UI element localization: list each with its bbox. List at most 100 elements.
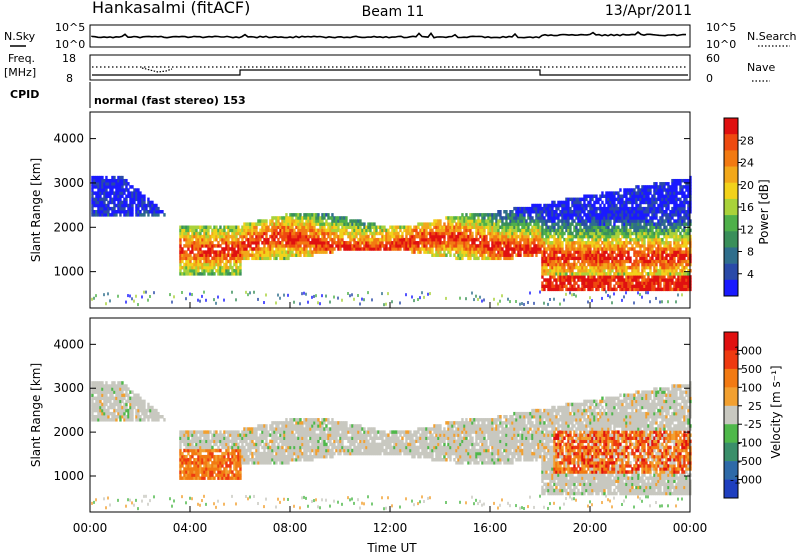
power-cell: [571, 213, 574, 217]
power-cell: [189, 265, 192, 270]
power-cell: [627, 281, 630, 285]
power-cell: [197, 237, 200, 242]
power-cell: [581, 244, 584, 248]
power-cell: [551, 256, 554, 261]
beam-title: Beam 11: [362, 4, 425, 20]
power-cell: [549, 287, 552, 292]
power-cell: [651, 194, 654, 198]
power-cell: [591, 241, 594, 245]
power-cell: [455, 256, 458, 261]
power-cell: [685, 216, 688, 220]
power-cell: [635, 272, 638, 276]
power-cell: [535, 213, 538, 217]
power-cell: [331, 222, 334, 226]
power-cell: [565, 213, 568, 217]
power-cell: [313, 250, 316, 254]
power-cell: [653, 265, 656, 270]
power-cell: [249, 244, 252, 248]
power-cell: [193, 265, 196, 270]
power-cell: [461, 247, 464, 251]
power-cell: [461, 234, 464, 239]
power-cell: [313, 237, 316, 242]
power-cell: [687, 194, 690, 198]
power-cell: [429, 234, 432, 239]
power-cell: [479, 219, 482, 223]
power-cell: [197, 241, 200, 245]
power-cell: [145, 206, 148, 211]
power-cell: [191, 225, 194, 230]
power-cell: [599, 253, 602, 257]
velocity-cell: [119, 381, 122, 385]
power-cell: [561, 241, 564, 245]
power-cell: [657, 256, 660, 261]
power-cell: [687, 185, 690, 189]
power-cell: [115, 191, 118, 195]
power-cell: [283, 228, 286, 233]
power-cell: [243, 222, 246, 226]
power-cell: [585, 234, 588, 239]
power-cell: [265, 234, 268, 239]
power-cell: [631, 265, 634, 270]
power-cell: [595, 197, 598, 202]
power-cell: [105, 203, 108, 208]
power-cell: [511, 247, 514, 251]
power-cell: [125, 185, 128, 189]
power-cell: [479, 247, 482, 251]
velocity-cell: [109, 402, 112, 407]
power-cell: [329, 237, 332, 242]
power-cell: [321, 216, 324, 220]
power-cell: [493, 213, 496, 217]
power-cell: [603, 256, 606, 261]
power-cell: [533, 206, 536, 211]
velocity-cell: [107, 411, 110, 416]
power-cell: [673, 197, 676, 202]
power-cell: [603, 234, 606, 239]
power-cell: [527, 234, 530, 239]
power-cell: [449, 222, 452, 226]
power-cell: [631, 225, 634, 230]
power-cell: [675, 278, 678, 282]
power-cell: [131, 191, 134, 195]
power-cell: [121, 200, 124, 205]
power-cell: [557, 200, 560, 205]
power-cell: [277, 216, 280, 220]
power-cell: [421, 247, 424, 251]
power-cell: [613, 287, 616, 292]
power-cell: [651, 275, 654, 279]
power-cell: [507, 222, 510, 226]
power-cell: [627, 188, 630, 192]
power-cell: [147, 203, 150, 208]
power-cell: [207, 234, 210, 239]
power-cell: [325, 250, 328, 254]
power-cell: [665, 216, 668, 220]
power-cell: [489, 234, 492, 239]
power-cell: [493, 216, 496, 220]
power-cell: [453, 216, 456, 220]
power-cell: [681, 241, 684, 245]
power-cell: [533, 203, 536, 208]
power-cell: [611, 197, 614, 202]
power-cell: [305, 241, 308, 245]
power-cell: [565, 278, 568, 282]
power-cell: [595, 210, 598, 214]
power-cell: [681, 272, 684, 276]
power-cell: [221, 256, 224, 261]
power-cell: [483, 256, 486, 261]
power-cell: [101, 203, 104, 208]
power-cell: [661, 265, 664, 270]
power-cell: [595, 287, 598, 292]
power-cell: [475, 234, 478, 239]
power-cell: [543, 203, 546, 208]
power-cell: [555, 268, 558, 273]
power-cell: [659, 219, 662, 223]
power-cell: [523, 231, 526, 236]
power-cell: [437, 241, 440, 245]
power-cell: [553, 228, 556, 233]
power-cell: [273, 253, 276, 257]
power-cell: [661, 216, 664, 220]
power-cell: [239, 272, 242, 276]
power-cell: [517, 222, 520, 226]
power-cell: [451, 222, 454, 226]
velocity-cell: [101, 387, 104, 391]
power-cell: [661, 188, 664, 192]
